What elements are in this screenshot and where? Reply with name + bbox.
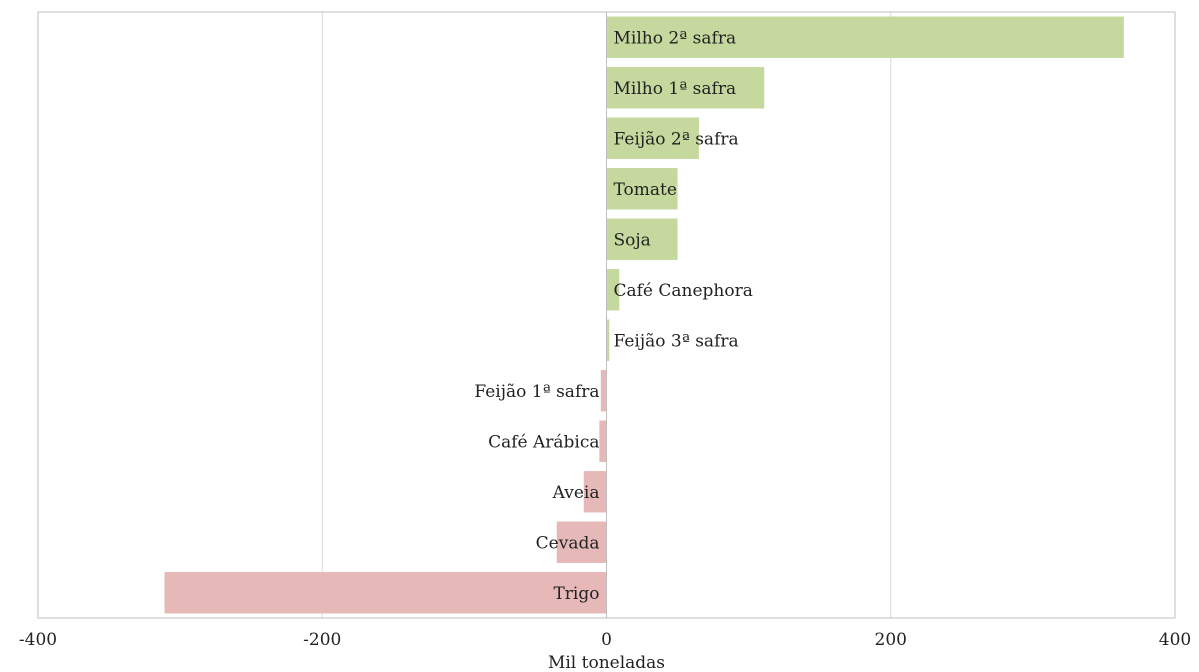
x-axis-title: Mil toneladas xyxy=(548,653,665,672)
bar-8 xyxy=(599,420,607,462)
x-tick-label-4: 400 xyxy=(1159,630,1191,650)
category-label-3: Tomate xyxy=(614,180,677,200)
x-tick-label-2: 0 xyxy=(601,630,612,650)
bar-7 xyxy=(600,370,607,412)
category-label-11: Trigo xyxy=(553,584,599,604)
category-label-10: Cevada xyxy=(536,533,600,553)
category-label-9: Aveia xyxy=(552,483,600,503)
x-tick-label-0: -400 xyxy=(19,630,57,650)
bar-2 xyxy=(606,117,699,159)
bar-9 xyxy=(583,471,607,513)
bars xyxy=(164,16,1124,614)
category-label-2: Feijão 2ª safra xyxy=(614,129,739,149)
category-label-0: Milho 2ª safra xyxy=(614,28,737,48)
bar-11 xyxy=(164,572,607,614)
category-labels: Milho 2ª safra Milho 1ª safra Feijão 2ª sa… xyxy=(474,28,753,604)
bar-5 xyxy=(606,269,620,311)
bar-10 xyxy=(556,521,607,563)
category-label-6: Feijão 3ª safra xyxy=(614,331,739,351)
x-tick-label-1: -200 xyxy=(303,630,341,650)
bar-1 xyxy=(606,67,765,109)
bar-3 xyxy=(606,168,678,210)
gridlines xyxy=(321,12,892,618)
category-label-5: Café Canephora xyxy=(614,281,753,301)
x-tick-labels: -400 -200 0 200 400 xyxy=(19,630,1191,650)
category-label-7: Feijão 1ª safra xyxy=(474,382,599,402)
category-label-8: Café Arábica xyxy=(488,432,599,452)
bar-6 xyxy=(606,319,610,361)
x-tick-label-3: 200 xyxy=(875,630,907,650)
bar-4 xyxy=(606,218,678,260)
category-label-1: Milho 1ª safra xyxy=(614,79,737,99)
bar-0 xyxy=(606,16,1124,58)
category-label-4: Soja xyxy=(614,230,651,250)
